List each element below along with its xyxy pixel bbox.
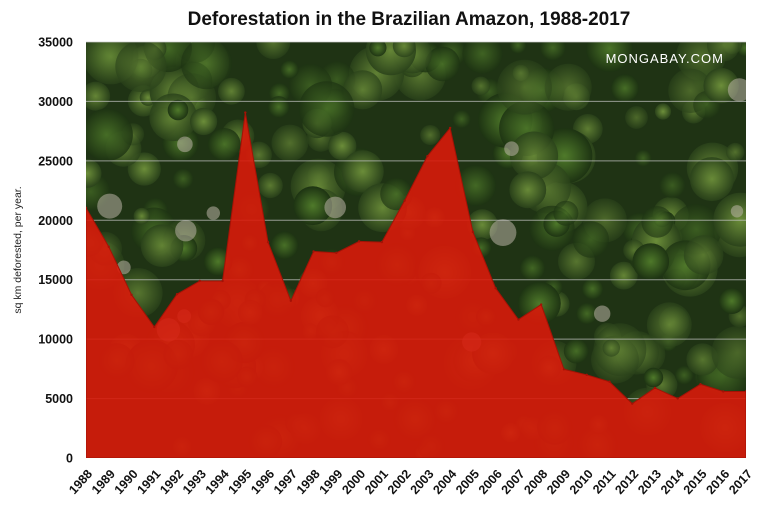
data-point-1996 xyxy=(266,240,270,244)
x-tick-label: 1988 xyxy=(66,467,95,497)
data-point-1995 xyxy=(244,111,247,114)
data-point-1988 xyxy=(86,206,88,210)
x-tick-label: 1990 xyxy=(112,467,141,497)
x-tick-label: 2010 xyxy=(567,467,596,497)
x-tick-label: 2011 xyxy=(590,467,619,497)
data-point-2004 xyxy=(448,126,452,130)
data-point-2000 xyxy=(357,240,361,243)
x-tick-label: 1991 xyxy=(134,467,163,497)
y-tick-label: 25000 xyxy=(38,154,73,168)
x-tick-label: 2003 xyxy=(408,467,437,497)
y-tick-label: 15000 xyxy=(38,273,73,287)
data-point-2005 xyxy=(471,230,475,234)
data-point-1999 xyxy=(335,251,338,255)
x-tick-label: 2009 xyxy=(544,467,573,497)
x-tick-label: 1995 xyxy=(225,467,254,497)
data-point-2014 xyxy=(676,397,679,400)
data-point-2015 xyxy=(699,383,702,386)
data-point-2002 xyxy=(403,199,406,202)
data-point-2003 xyxy=(426,154,429,158)
x-tick-label: 2014 xyxy=(658,467,687,497)
x-tick-label: 2013 xyxy=(635,467,664,497)
forest-photo-background xyxy=(86,42,746,458)
x-tick-label: 1996 xyxy=(248,467,277,497)
watermark: MONGABAY.COM xyxy=(606,51,724,66)
data-point-2001 xyxy=(380,240,384,244)
data-point-1989 xyxy=(107,245,110,248)
x-tick-label: 2000 xyxy=(339,467,368,497)
x-tick-label: 1993 xyxy=(180,467,209,497)
data-point-2009 xyxy=(562,368,566,371)
x-axis: 1988198919901991199219931994199519961997… xyxy=(66,467,755,497)
x-tick-label: 1997 xyxy=(271,467,300,497)
x-tick-label: 2001 xyxy=(362,467,391,497)
data-point-1997 xyxy=(289,299,293,302)
data-point-2011 xyxy=(608,380,611,383)
data-point-2012 xyxy=(631,402,634,405)
data-point-2006 xyxy=(494,287,497,290)
data-point-1991 xyxy=(153,325,156,329)
x-tick-label: 1998 xyxy=(294,467,323,497)
data-point-1998 xyxy=(312,250,315,253)
x-tick-label: 2016 xyxy=(703,467,732,497)
data-point-2016 xyxy=(722,390,725,393)
y-tick-label: 5000 xyxy=(45,392,73,406)
data-point-1993 xyxy=(198,279,201,283)
data-point-2007 xyxy=(517,318,520,321)
data-point-2010 xyxy=(585,373,588,376)
x-tick-label: 1994 xyxy=(203,467,232,497)
x-tick-label: 2004 xyxy=(430,467,459,497)
y-tick-label: 10000 xyxy=(38,333,73,347)
data-point-1990 xyxy=(130,293,133,297)
x-tick-label: 2002 xyxy=(385,467,414,497)
y-tick-label: 30000 xyxy=(38,95,73,109)
x-tick-label: 1992 xyxy=(157,467,186,497)
chart-title: Deforestation in the Brazilian Amazon, 1… xyxy=(188,9,631,30)
x-tick-label: 2007 xyxy=(499,467,528,497)
y-tick-label: 0 xyxy=(66,452,73,466)
x-tick-label: 2017 xyxy=(726,467,755,497)
data-point-1994 xyxy=(221,279,224,283)
y-tick-label: 20000 xyxy=(38,214,73,228)
x-tick-label: 1989 xyxy=(89,467,118,497)
x-tick-label: 2008 xyxy=(521,467,550,497)
data-point-1992 xyxy=(175,292,179,296)
data-point-2013 xyxy=(653,386,657,390)
x-tick-label: 2005 xyxy=(453,467,482,497)
y-tick-label: 35000 xyxy=(38,36,73,50)
y-axis: 0 5000 10000 15000 20000 25000 30000 35000 xyxy=(38,36,73,466)
x-tick-label: 2012 xyxy=(612,467,641,497)
x-tick-label: 1999 xyxy=(317,467,346,497)
data-point-2017 xyxy=(744,390,746,393)
x-tick-label: 2015 xyxy=(681,467,710,497)
area-series xyxy=(86,111,746,458)
data-point-2008 xyxy=(539,303,543,306)
x-tick-label: 2006 xyxy=(476,467,505,497)
y-axis-label: sq km deforested, per year. xyxy=(12,186,24,313)
